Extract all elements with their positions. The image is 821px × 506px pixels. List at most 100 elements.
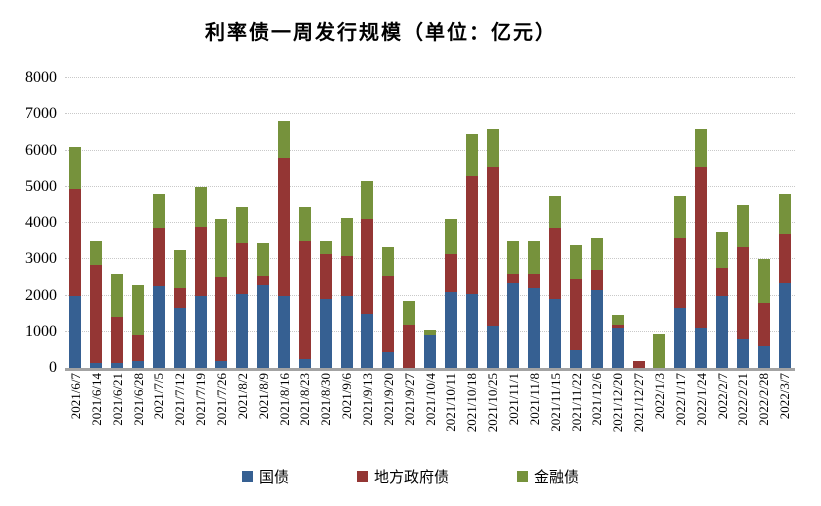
- x-tick-slot: 2022/1/3: [649, 373, 670, 467]
- x-tick-label: 2022/2/21: [735, 373, 751, 426]
- bar-2021/9/27: [399, 78, 420, 368]
- bar-segment-financial: [486, 128, 499, 167]
- x-tick-slot: 2021/9/6: [336, 373, 357, 467]
- stacked-bar: [319, 241, 332, 368]
- stacked-bar: [194, 186, 207, 368]
- stacked-bar: [298, 206, 311, 368]
- gridline: [65, 258, 795, 260]
- bar-segment-financial: [695, 128, 708, 167]
- stacked-bar: [632, 360, 645, 368]
- bar-2021/6/14: [86, 78, 107, 368]
- bar-segment-local-gov: [111, 317, 124, 363]
- stacked-bar: [757, 259, 770, 368]
- x-tick-label: 2021/10/11: [443, 373, 459, 432]
- bar-segment-financial: [403, 300, 416, 325]
- bar-2021/11/22: [566, 78, 587, 368]
- legend-label-local-gov: 地方政府债: [373, 470, 449, 486]
- x-tick-slot: 2021/11/22: [566, 373, 587, 467]
- bar-segment-financial: [382, 246, 395, 276]
- bar-segment-local-gov: [90, 264, 103, 363]
- bar-segment-local-gov: [444, 253, 457, 292]
- bar-segment-local-gov: [361, 219, 374, 314]
- bar-segment-treasury: [465, 293, 478, 368]
- x-tick-label: 2021/11/1: [505, 373, 521, 426]
- bar-2021/9/6: [336, 78, 357, 368]
- x-tick-label: 2021/11/15: [547, 373, 563, 432]
- bar-2021/6/28: [128, 78, 149, 368]
- bar-2021/11/15: [545, 78, 566, 368]
- bar-segment-treasury: [298, 358, 311, 368]
- x-tick-label: 2021/9/27: [401, 373, 417, 426]
- x-tick-slot: 2021/7/12: [169, 373, 190, 467]
- x-tick-label: 2021/6/28: [130, 373, 146, 426]
- bar-segment-local-gov: [507, 273, 520, 283]
- x-tick-label: 2022/3/7: [777, 373, 793, 420]
- bar-segment-financial: [361, 181, 374, 220]
- legend-item-local-gov: 地方政府债: [356, 466, 449, 487]
- x-tick-label: 2021/10/25: [485, 373, 501, 433]
- bar-2021/10/25: [482, 78, 503, 368]
- stacked-bar: [257, 242, 270, 368]
- stacked-bar: [465, 134, 478, 368]
- stacked-bar: [403, 300, 416, 368]
- stacked-bar: [361, 181, 374, 368]
- stacked-bar: [778, 194, 791, 368]
- bar-segment-treasury: [215, 360, 228, 368]
- bar-2021/7/5: [148, 78, 169, 368]
- bar-2021/11/8: [524, 78, 545, 368]
- y-tick-label: 3000: [25, 250, 57, 268]
- bar-segment-treasury: [69, 295, 82, 368]
- x-tick-slot: 2021/10/25: [482, 373, 503, 467]
- bar-2021/8/16: [274, 78, 295, 368]
- x-tick-label: 2021/8/2: [234, 373, 250, 420]
- bar-2021/12/6: [586, 78, 607, 368]
- x-tick-label: 2021/11/22: [568, 373, 584, 432]
- x-tick-label: 2021/7/26: [213, 373, 229, 426]
- bar-segment-financial: [173, 250, 186, 289]
- bar-segment-local-gov: [695, 166, 708, 329]
- gridline: [65, 185, 795, 187]
- chart-body: 0 1000 2000 3000 4000 5000 6000 7000 8000: [8, 70, 795, 376]
- bar-segment-local-gov: [152, 228, 165, 287]
- bar-segment-financial: [507, 241, 520, 274]
- bar-2021/7/26: [211, 78, 232, 368]
- bar-segment-treasury: [111, 362, 124, 368]
- y-tick-label: 6000: [25, 141, 57, 159]
- bar-segment-local-gov: [611, 324, 624, 329]
- y-axis: 0 1000 2000 3000 4000 5000 6000 7000 8000: [8, 70, 65, 376]
- bar-2021/6/7: [65, 78, 86, 368]
- bar-segment-local-gov: [570, 279, 583, 350]
- bar-segment-financial: [778, 194, 791, 234]
- x-tick-label: 2021/7/19: [193, 373, 209, 426]
- bar-segment-treasury: [570, 349, 583, 368]
- bar-segment-financial: [215, 219, 228, 278]
- stacked-bar: [507, 241, 520, 368]
- bar-2021/9/20: [378, 78, 399, 368]
- x-axis: 2021/6/7 2021/6/14 2021/6/21 2021/6/28 2021/…: [65, 373, 795, 467]
- x-tick-slot: 2021/12/27: [628, 373, 649, 467]
- gridline: [65, 113, 795, 115]
- legend-swatch-local-gov: [356, 471, 368, 482]
- bar-segment-treasury: [194, 295, 207, 368]
- bar-segment-treasury: [528, 288, 541, 368]
- x-tick-label: 2022/1/24: [693, 373, 709, 426]
- x-tick-slot: 2021/7/19: [190, 373, 211, 467]
- bar-2022/1/17: [670, 78, 691, 368]
- x-tick-slot: 2021/6/7: [65, 373, 86, 467]
- bar-segment-treasury: [611, 328, 624, 368]
- bar-2021/10/11: [440, 78, 461, 368]
- x-tick-slot: 2021/7/5: [148, 373, 169, 467]
- stacked-bar: [215, 219, 228, 368]
- x-tick-slot: 2021/9/20: [378, 373, 399, 467]
- bar-2022/3/7: [774, 78, 795, 368]
- bar-segment-treasury: [444, 291, 457, 368]
- legend-swatch-treasury: [241, 471, 253, 482]
- bar-segment-financial: [465, 134, 478, 176]
- legend-label-treasury: 国债: [258, 470, 289, 486]
- bar-segment-treasury: [424, 335, 437, 368]
- bar-segment-treasury: [340, 295, 353, 368]
- bar-segment-financial: [278, 121, 291, 158]
- x-tick-slot: 2021/11/15: [545, 373, 566, 467]
- x-tick-slot: 2021/10/11: [440, 373, 461, 467]
